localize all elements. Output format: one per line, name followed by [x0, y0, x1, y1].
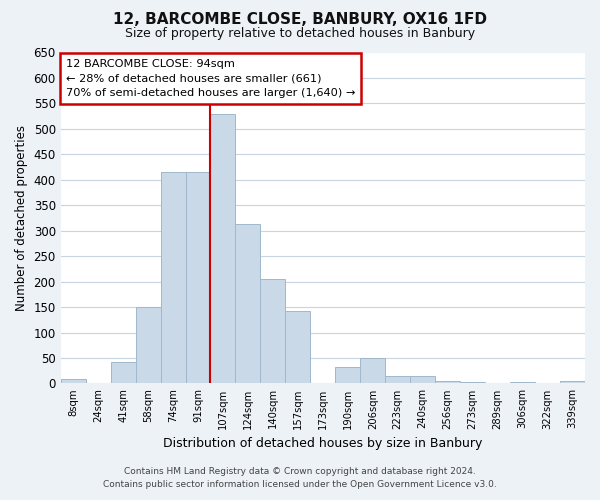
Text: Contains HM Land Registry data © Crown copyright and database right 2024.
Contai: Contains HM Land Registry data © Crown c… — [103, 468, 497, 489]
Bar — [185, 172, 211, 384]
Text: 12, BARCOMBE CLOSE, BANBURY, OX16 1FD: 12, BARCOMBE CLOSE, BANBURY, OX16 1FD — [113, 12, 487, 28]
Bar — [61, 380, 86, 384]
Bar — [360, 358, 385, 384]
Bar — [110, 362, 136, 384]
Bar — [161, 172, 185, 384]
Bar — [560, 381, 585, 384]
Bar — [385, 376, 410, 384]
Text: Size of property relative to detached houses in Banbury: Size of property relative to detached ho… — [125, 28, 475, 40]
Bar — [335, 367, 360, 384]
Y-axis label: Number of detached properties: Number of detached properties — [15, 125, 28, 311]
Bar — [286, 310, 310, 384]
Text: 12 BARCOMBE CLOSE: 94sqm
← 28% of detached houses are smaller (661)
70% of semi-: 12 BARCOMBE CLOSE: 94sqm ← 28% of detach… — [65, 58, 355, 98]
Bar — [435, 381, 460, 384]
Bar — [410, 376, 435, 384]
Bar — [235, 224, 260, 384]
Bar — [211, 114, 235, 384]
Bar — [136, 307, 161, 384]
Bar — [260, 279, 286, 384]
Bar — [460, 382, 485, 384]
Bar — [510, 382, 535, 384]
X-axis label: Distribution of detached houses by size in Banbury: Distribution of detached houses by size … — [163, 437, 482, 450]
